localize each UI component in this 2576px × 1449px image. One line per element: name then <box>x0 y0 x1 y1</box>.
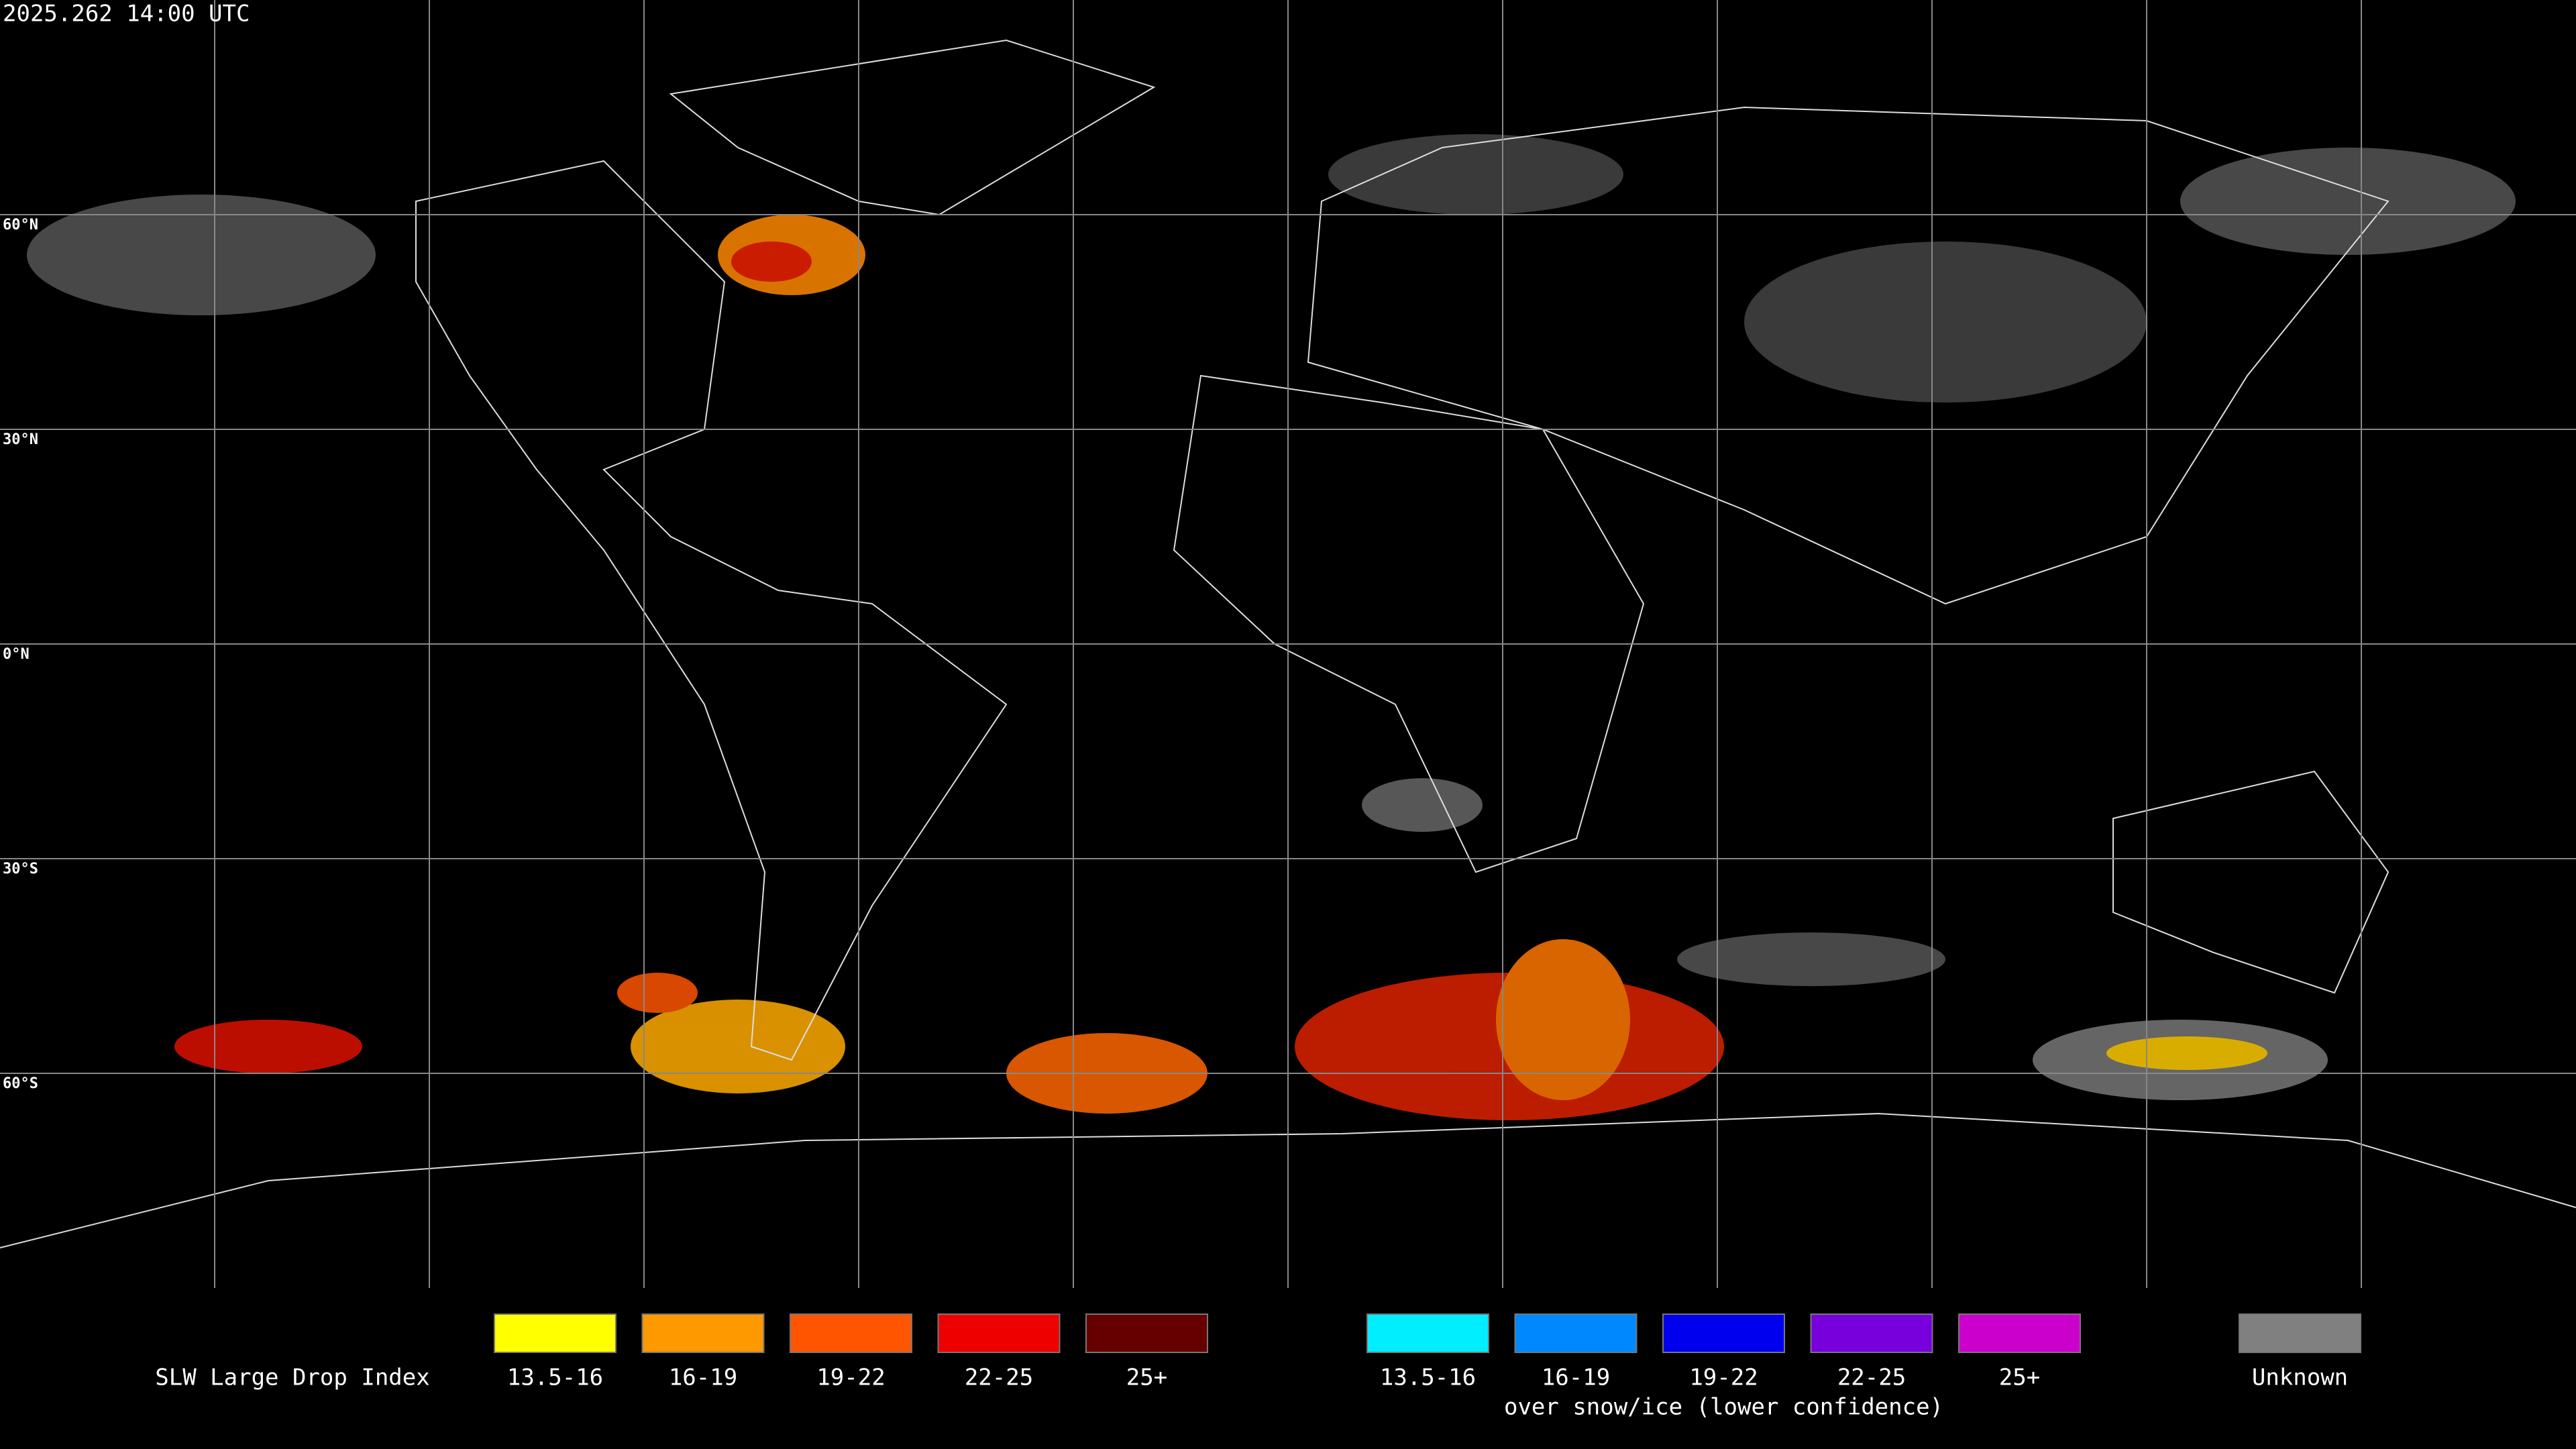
cloud-field <box>27 134 2516 1120</box>
latitude-label: 60°N <box>3 217 38 233</box>
legend-swatch <box>1810 1313 1933 1353</box>
cloud <box>1362 778 1483 832</box>
cloud <box>631 1000 845 1093</box>
legend-label: 22-25 <box>1837 1364 1906 1391</box>
cloud <box>2106 1036 2267 1070</box>
legend-swatch <box>790 1313 912 1353</box>
antarctica-coast <box>0 1112 2576 1248</box>
legend-label: Unknown <box>2252 1364 2348 1391</box>
legend-label: 19-22 <box>1689 1364 1758 1391</box>
legend-swatch <box>1662 1313 1785 1353</box>
legend-swatch <box>2239 1313 2361 1353</box>
legend-swatch <box>494 1313 616 1353</box>
legend-label: 25+ <box>1999 1364 2040 1391</box>
cloud <box>731 241 812 282</box>
timestamp: 2025.262 14:00 UTC <box>3 1 250 28</box>
cloud <box>2180 148 2516 255</box>
legend-label: 25+ <box>1126 1364 1167 1391</box>
cloud <box>1328 134 1623 215</box>
africa-coast <box>1173 374 1645 873</box>
cloud <box>1677 932 1945 986</box>
legend-label: 13.5-16 <box>507 1364 603 1391</box>
legend-label: 16-19 <box>669 1364 737 1391</box>
latitude-label: 30°N <box>3 431 38 448</box>
australia-coast <box>2112 770 2390 994</box>
cloud <box>1496 939 1630 1100</box>
legend-label: 16-19 <box>1542 1364 1610 1391</box>
graticule: 60°N 30°N 0°N 30°S 60°S <box>0 0 2576 1288</box>
legend-caption: over snow/ice (lower confidence) <box>1504 1394 1943 1421</box>
eurasia-coast <box>1307 106 2390 605</box>
legend-label: 13.5-16 <box>1380 1364 1476 1391</box>
legend-swatch <box>1514 1313 1638 1353</box>
latitude-label: 60°S <box>3 1075 38 1092</box>
latitude-label: 30°S <box>3 861 38 877</box>
legend-label: 19-22 <box>816 1364 885 1391</box>
cloud <box>617 973 698 1013</box>
cloud <box>27 195 376 315</box>
legend-swatch <box>641 1313 765 1353</box>
legend-swatch <box>937 1313 1061 1353</box>
legend: 13.5-16 16-19 19-22 22-25 25+ 13.5-16 16-19 19-… <box>494 1313 2361 1421</box>
coastlines <box>0 39 2576 1248</box>
latitude-label: 0°N <box>3 646 30 663</box>
legend-swatch <box>1366 1313 1489 1353</box>
legend-swatch <box>1085 1313 1208 1353</box>
legend-label: 22-25 <box>965 1364 1033 1391</box>
cloud <box>1744 241 2147 402</box>
cloud <box>174 1020 362 1073</box>
legend-swatch <box>1958 1313 2081 1353</box>
legend-title: SLW Large Drop Index <box>155 1364 429 1391</box>
